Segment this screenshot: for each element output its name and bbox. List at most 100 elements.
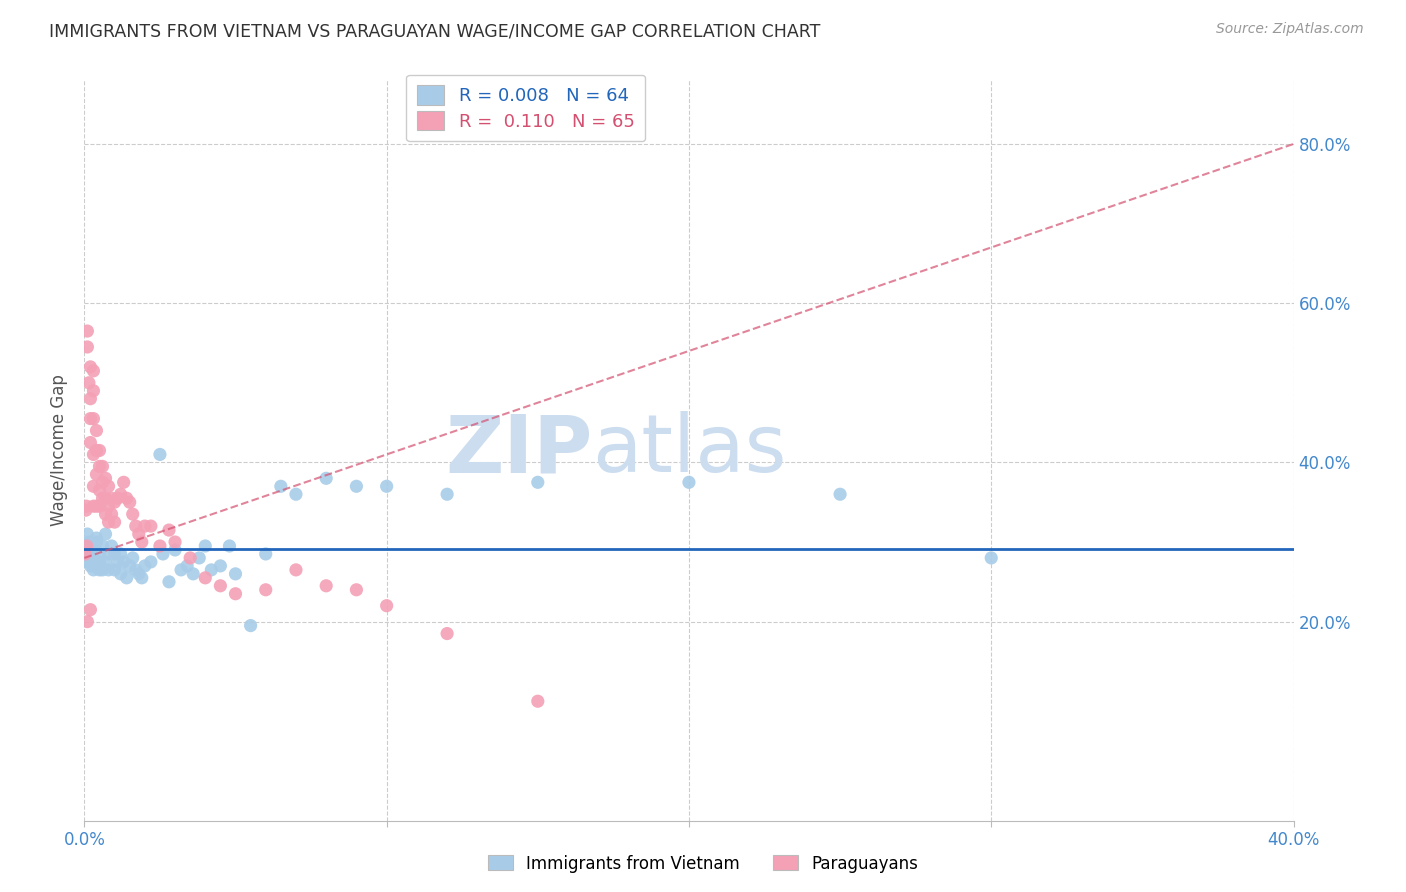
Point [80, 543, 103, 558]
Point [89, 499, 111, 513]
Point [118, 495, 141, 509]
Point [77, 376, 100, 390]
Point [149, 539, 172, 553]
Point [91, 475, 114, 490]
Point [97, 515, 120, 529]
Point [218, 539, 240, 553]
Point [139, 555, 162, 569]
Point [110, 547, 132, 561]
Point [86, 535, 108, 549]
Point [100, 491, 122, 506]
Point [76, 539, 98, 553]
Point [89, 459, 111, 474]
Point [75, 503, 97, 517]
Point [75, 547, 97, 561]
Point [97, 499, 120, 513]
Text: ZIP: ZIP [444, 411, 592, 490]
Point [110, 566, 132, 581]
Point [86, 499, 108, 513]
Point [176, 558, 198, 573]
Point [97, 547, 120, 561]
Point [91, 491, 114, 506]
Point [89, 443, 111, 458]
Point [125, 519, 148, 533]
Point [112, 475, 135, 490]
Point [254, 582, 277, 597]
Point [97, 479, 120, 493]
Point [91, 459, 114, 474]
Point [170, 563, 193, 577]
Point [76, 615, 98, 629]
Point [436, 626, 458, 640]
Point [209, 558, 232, 573]
Point [104, 515, 127, 529]
Point [200, 563, 222, 577]
Point [830, 487, 852, 501]
Point [346, 582, 368, 597]
Point [94, 491, 117, 506]
Point [285, 487, 308, 501]
Point [79, 411, 101, 425]
Point [315, 471, 337, 485]
Point [375, 599, 398, 613]
Point [82, 364, 104, 378]
Point [76, 547, 98, 561]
Point [194, 539, 217, 553]
Point [76, 527, 98, 541]
Point [157, 523, 180, 537]
Point [270, 479, 292, 493]
Point [91, 563, 114, 577]
Point [79, 392, 101, 406]
Point [76, 555, 98, 569]
Point [107, 555, 129, 569]
Point [89, 555, 111, 569]
Point [86, 467, 108, 482]
Point [79, 602, 101, 616]
Point [194, 571, 217, 585]
Point [239, 618, 262, 632]
Point [89, 563, 111, 577]
Point [91, 539, 114, 553]
Point [128, 527, 150, 541]
Point [104, 547, 127, 561]
Point [107, 491, 129, 506]
Point [134, 558, 156, 573]
Point [104, 495, 127, 509]
Point [115, 491, 138, 506]
Point [82, 499, 104, 513]
Point [527, 694, 550, 708]
Point [134, 519, 156, 533]
Point [79, 359, 101, 374]
Point [118, 558, 141, 573]
Point [79, 550, 101, 565]
Point [285, 563, 308, 577]
Point [139, 519, 162, 533]
Point [110, 487, 132, 501]
Legend: Immigrants from Vietnam, Paraguayans: Immigrants from Vietnam, Paraguayans [481, 848, 925, 880]
Point [89, 547, 111, 561]
Point [179, 550, 201, 565]
Point [527, 475, 550, 490]
Point [980, 550, 1002, 565]
Point [82, 550, 104, 565]
Point [112, 555, 135, 569]
Point [82, 447, 104, 461]
Point [76, 340, 98, 354]
Point [315, 579, 337, 593]
Point [149, 447, 172, 461]
Point [76, 499, 98, 513]
Point [157, 574, 180, 589]
Legend: R = 0.008   N = 64, R =  0.110   N = 65: R = 0.008 N = 64, R = 0.110 N = 65 [406, 75, 645, 141]
Point [94, 507, 117, 521]
Point [94, 527, 117, 541]
Point [121, 550, 143, 565]
Point [436, 487, 458, 501]
Point [89, 483, 111, 498]
Point [94, 471, 117, 485]
Point [86, 531, 108, 545]
Point [375, 479, 398, 493]
Point [254, 547, 277, 561]
Point [165, 535, 187, 549]
Point [131, 571, 153, 585]
Point [77, 535, 100, 549]
